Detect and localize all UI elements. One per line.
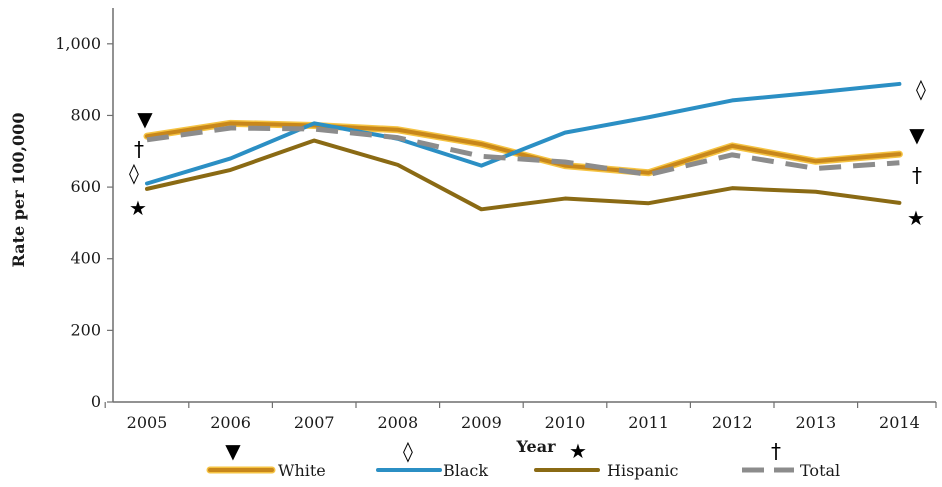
legend-label-black: Black (443, 461, 488, 480)
series-line-hispanic (145, 138, 902, 212)
y-ticks: 0 200 400 600 800 1,000 (55, 34, 113, 411)
legend-label-total: Total (800, 461, 840, 480)
y-tick-label: 600 (70, 177, 101, 196)
x-tick-label: 2009 (461, 413, 502, 432)
x-tick-label: 2005 (127, 413, 168, 432)
legend-label-hispanic: Hispanic (607, 461, 678, 480)
legend-item-white: White ▼ (206, 439, 326, 480)
marker-left-black: ◊ (129, 161, 139, 185)
y-axis-title: Rate per 100,000 (9, 113, 28, 268)
legend-marker-total: † (771, 439, 781, 463)
legend: White ▼ Black ◊ Total † Hispanic ★ (206, 439, 840, 480)
series-line-black (145, 81, 902, 186)
marker-left-total: † (134, 137, 144, 161)
legend-item-black: Black ◊ (376, 439, 488, 480)
x-tick-label: 2013 (795, 413, 836, 432)
x-tick-label: 2007 (294, 413, 335, 432)
x-axis-title: Year (515, 437, 556, 456)
legend-marker-white: ▼ (225, 439, 241, 463)
legend-item-hispanic: Hispanic ★ (534, 439, 678, 480)
legend-marker-hispanic: ★ (569, 439, 587, 463)
x-tick-label: 2014 (879, 413, 920, 432)
x-tick-label: 2010 (545, 413, 586, 432)
x-tick-label: 2008 (377, 413, 418, 432)
marker-right-total: † (912, 163, 922, 187)
x-ticks: 2005 2006 2007 2008 2009 2010 2011 2012 2013 2014 (104, 402, 937, 432)
series-layer (143, 81, 903, 212)
x-tick-label: 2012 (712, 413, 753, 432)
series-line-total (146, 125, 900, 178)
legend-marker-black: ◊ (403, 439, 413, 463)
marker-left-hispanic: ★ (129, 196, 147, 220)
y-tick-label: 1,000 (55, 34, 101, 53)
series-end-markers: ▼ ▼ ◊ ◊ ★ ★ † † (129, 77, 926, 230)
x-tick-label: 2006 (210, 413, 251, 432)
marker-right-white: ▼ (909, 123, 925, 147)
x-tick-label: 2011 (628, 413, 669, 432)
legend-label-white: White (278, 461, 326, 480)
y-tick-label: 0 (91, 392, 101, 411)
y-tick-label: 800 (70, 105, 101, 124)
marker-right-black: ◊ (916, 77, 926, 101)
marker-left-white: ▼ (137, 107, 153, 131)
y-tick-label: 200 (70, 320, 101, 339)
marker-right-hispanic: ★ (907, 206, 925, 230)
y-tick-label: 400 (70, 249, 101, 268)
series-line-white (145, 121, 902, 175)
legend-item-total: Total † (742, 439, 840, 480)
